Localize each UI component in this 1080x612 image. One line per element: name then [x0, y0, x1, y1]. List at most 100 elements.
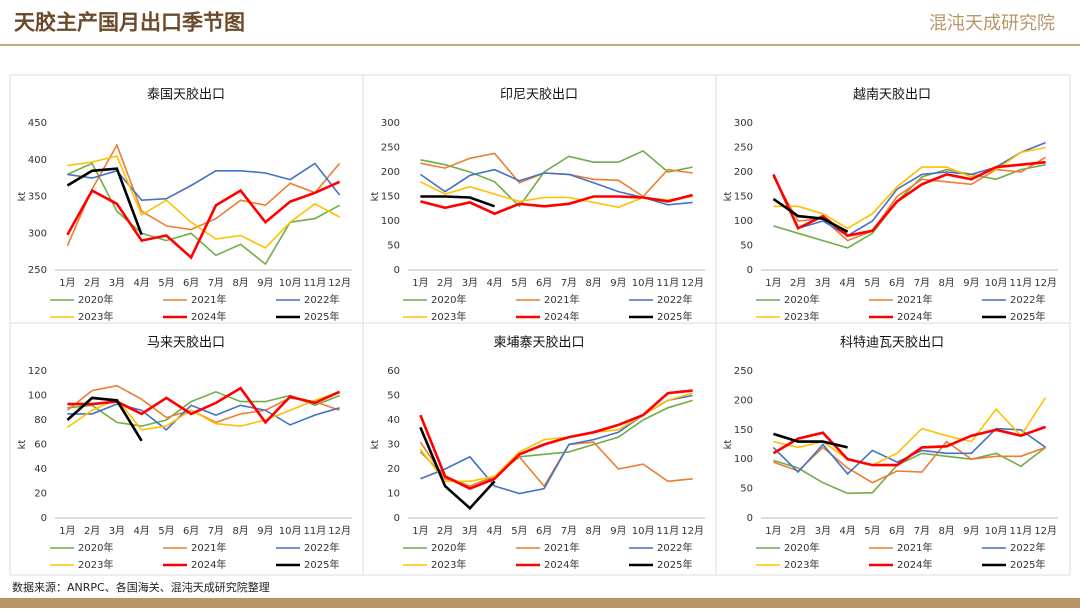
legend-label: 2020年	[78, 293, 113, 306]
series-line	[772, 160, 1046, 238]
legend-label: 2022年	[657, 541, 692, 554]
x-tick-label: 2月	[437, 277, 453, 289]
x-tick-label: 6月	[183, 277, 199, 289]
legend-label: 2023年	[78, 558, 113, 571]
x-tick-label: 6月	[536, 277, 552, 289]
y-tick-label: 50	[740, 484, 753, 495]
x-tick-label: 3月	[109, 525, 125, 537]
legend-label: 2023年	[78, 310, 113, 323]
x-tick-label: 10月	[279, 277, 302, 289]
y-tick-label: 150	[381, 192, 400, 203]
panel-frame	[9, 74, 1071, 576]
x-tick-label: 9月	[610, 525, 626, 537]
x-tick-label: 6月	[889, 277, 905, 289]
x-tick-label: 2月	[84, 277, 100, 289]
x-tick-label: 10月	[985, 277, 1008, 289]
x-tick-label: 4月	[486, 277, 502, 289]
x-tick-label: 5月	[158, 277, 174, 289]
x-tick-label: 7月	[914, 277, 930, 289]
y-tick-label: 200	[734, 395, 753, 406]
x-tick-label: 5月	[864, 525, 880, 537]
x-tick-label: 9月	[610, 277, 626, 289]
x-tick-label: 8月	[938, 277, 954, 289]
chart-title: 科特迪瓦天胶出口	[840, 335, 944, 351]
y-tick-label: 250	[28, 265, 47, 276]
legend-label: 2020年	[78, 541, 113, 554]
x-tick-label: 4月	[486, 525, 502, 537]
y-tick-label: 150	[734, 192, 753, 203]
x-tick-label: 6月	[183, 525, 199, 537]
legend-label: 2025年	[1010, 310, 1045, 323]
y-tick-label: 100	[28, 391, 47, 402]
y-tick-label: 300	[734, 118, 753, 129]
x-tick-label: 3月	[815, 277, 831, 289]
x-tick-label: 1月	[765, 277, 781, 289]
x-tick-label: 3月	[462, 277, 478, 289]
y-tick-label: 0	[41, 513, 47, 524]
series-line	[67, 162, 341, 202]
legend-label: 2021年	[191, 293, 226, 306]
chart-title: 柬埔寨天胶出口	[493, 335, 584, 351]
legend-label: 2021年	[897, 541, 932, 554]
x-tick-label: 8月	[585, 277, 601, 289]
x-tick-label: 7月	[914, 525, 930, 537]
y-axis-label: kt	[17, 440, 28, 450]
x-tick-label: 8月	[938, 525, 954, 537]
legend-label: 2021年	[544, 541, 579, 554]
chart-title: 印尼天胶出口	[500, 87, 578, 103]
x-tick-label: 12月	[1034, 525, 1057, 537]
chart-title: 泰国天胶出口	[147, 87, 225, 103]
x-tick-label: 6月	[889, 525, 905, 537]
x-tick-label: 8月	[232, 525, 248, 537]
x-tick-label: 9月	[963, 525, 979, 537]
legend-label: 2021年	[191, 541, 226, 554]
y-tick-label: 200	[734, 167, 753, 178]
x-tick-label: 10月	[632, 277, 655, 289]
x-tick-label: 5月	[511, 525, 527, 537]
y-axis-label: kt	[17, 192, 28, 202]
legend-label: 2022年	[1010, 541, 1045, 554]
series-line	[67, 162, 340, 266]
x-tick-label: 5月	[511, 277, 527, 289]
y-tick-label: 50	[387, 241, 400, 252]
x-tick-label: 2月	[437, 525, 453, 537]
legend-label: 2024年	[544, 310, 579, 323]
legend-label: 2022年	[304, 541, 339, 554]
series-line	[66, 143, 341, 247]
x-tick-label: 12月	[681, 525, 704, 537]
series-line	[772, 156, 1047, 242]
y-tick-label: 150	[734, 425, 753, 436]
x-tick-label: 1月	[412, 525, 428, 537]
x-tick-label: 7月	[208, 525, 224, 537]
y-tick-label: 350	[28, 192, 47, 203]
x-tick-label: 3月	[462, 525, 478, 537]
y-tick-label: 450	[28, 118, 47, 129]
x-tick-label: 8月	[585, 525, 601, 537]
series-line	[67, 403, 340, 431]
legend-label: 2020年	[431, 293, 466, 306]
series-line	[772, 197, 849, 233]
y-tick-label: 0	[394, 513, 400, 524]
y-tick-label: 0	[747, 265, 753, 276]
y-tick-label: 300	[381, 118, 400, 129]
series-line	[66, 180, 341, 260]
y-tick-label: 50	[387, 391, 400, 402]
series-line	[773, 432, 848, 449]
y-tick-label: 250	[734, 366, 753, 377]
legend-label: 2024年	[544, 558, 579, 571]
legend-label: 2024年	[191, 310, 226, 323]
series-line	[66, 396, 143, 442]
y-tick-label: 40	[34, 464, 47, 475]
x-tick-label: 12月	[1034, 277, 1057, 289]
series-line	[420, 149, 693, 208]
x-tick-label: 7月	[561, 277, 577, 289]
page-title: 天胶主产国月出口季节图	[14, 10, 245, 35]
legend-label: 2023年	[431, 310, 466, 323]
x-tick-label: 6月	[536, 525, 552, 537]
y-tick-label: 60	[34, 440, 47, 451]
legend-label: 2022年	[657, 293, 692, 306]
x-tick-label: 12月	[328, 277, 351, 289]
legend-label: 2020年	[784, 541, 819, 554]
x-tick-label: 5月	[158, 525, 174, 537]
